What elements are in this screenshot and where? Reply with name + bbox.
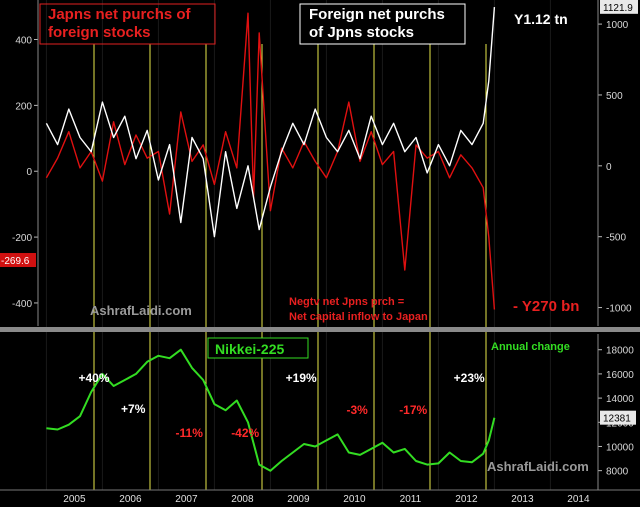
left-title-box <box>39 3 216 45</box>
annotation-bottom-right: - Y270 bn <box>513 298 579 315</box>
watermark-top: AshrafLaidi.com <box>90 303 192 318</box>
x-axis-label: 2008 <box>231 494 254 505</box>
right-last-value-flag: 1121.9 <box>600 0 638 14</box>
right-title-box <box>299 3 466 45</box>
panel-divider <box>0 327 640 332</box>
x-axis-label: 2011 <box>400 494 422 505</box>
left-axis-label: -200 <box>12 233 32 244</box>
series-line-nikkei <box>46 348 496 472</box>
left-last-value-flag-bg <box>0 253 36 268</box>
left-last-value-flag: -269.6 <box>0 253 36 268</box>
x-axis-label: 2006 <box>119 494 142 505</box>
annual-change-value: -17% <box>399 403 427 417</box>
annual-change-value: +19% <box>286 371 317 385</box>
right-last-value-flag-bg <box>600 0 638 14</box>
right-axis-label: -1000 <box>606 304 632 315</box>
left-title-line-2: foreign stocks <box>48 24 151 41</box>
nikkei-axis-label: 16000 <box>606 370 634 381</box>
nikkei-legend: Nikkei-225 <box>215 341 284 357</box>
right-title-line-1: Foreign net purchs <box>309 6 445 23</box>
annual-change-value: -11% <box>176 426 204 440</box>
annual-change-value: +7% <box>121 402 146 416</box>
series-line-foreign-inflow <box>45 7 496 238</box>
annual-change-value: +23% <box>454 371 485 385</box>
nikkei-axis-label: 18000 <box>606 346 634 357</box>
annual-change-value: +40% <box>78 371 109 385</box>
x-axis-label: 2014 <box>567 494 590 505</box>
note-line-1: Negtv net Jpns prch = <box>289 296 404 308</box>
annual-change-label: Annual change <box>491 341 570 353</box>
left-axis-label: 400 <box>15 36 32 47</box>
left-axis-label: 0 <box>26 167 32 178</box>
x-axis-label: 2007 <box>175 494 198 505</box>
right-axis-label: 0 <box>606 162 612 173</box>
x-axis-label: 2010 <box>343 494 366 505</box>
annotation-top-right: Y1.12 tn <box>514 11 568 27</box>
x-axis-label: 2012 <box>455 494 478 505</box>
x-axis-label: 2013 <box>511 494 534 505</box>
left-axis-label: 200 <box>15 101 32 112</box>
right-axis-label: 500 <box>606 91 623 102</box>
left-title-line-1: Japns net purchs of <box>48 6 192 23</box>
note-line-2: Net capital inflow to Japan <box>289 311 428 323</box>
left-axis-label: -400 <box>12 299 32 310</box>
nikkei-last-value-flag: 12381 <box>600 410 636 425</box>
watermark-bottom: AshrafLaidi.com <box>487 459 589 474</box>
nikkei-axis-label: 14000 <box>606 394 634 405</box>
nikkei-axis-label: 8000 <box>606 467 629 478</box>
left-last-value-flag-text: -269.6 <box>1 256 30 267</box>
right-last-value-flag-text: 1121.9 <box>603 3 633 14</box>
nikkei-last-value-flag-text: 12381 <box>603 414 631 425</box>
x-axis-label: 2009 <box>287 494 310 505</box>
right-title-line-2: of Jpns stocks <box>309 24 414 41</box>
annual-change-value: -42% <box>231 426 259 440</box>
right-axis-label: -500 <box>606 233 626 244</box>
series-line-japan-outflow <box>45 12 496 310</box>
annual-change-value: -3% <box>347 403 369 417</box>
nikkei-legend-box <box>207 337 309 359</box>
right-axis-label: 1000 <box>606 20 629 31</box>
nikkei-axis-label: 10000 <box>606 442 634 453</box>
x-axis-label: 2005 <box>63 494 86 505</box>
nikkei-last-value-flag-bg <box>600 410 636 425</box>
